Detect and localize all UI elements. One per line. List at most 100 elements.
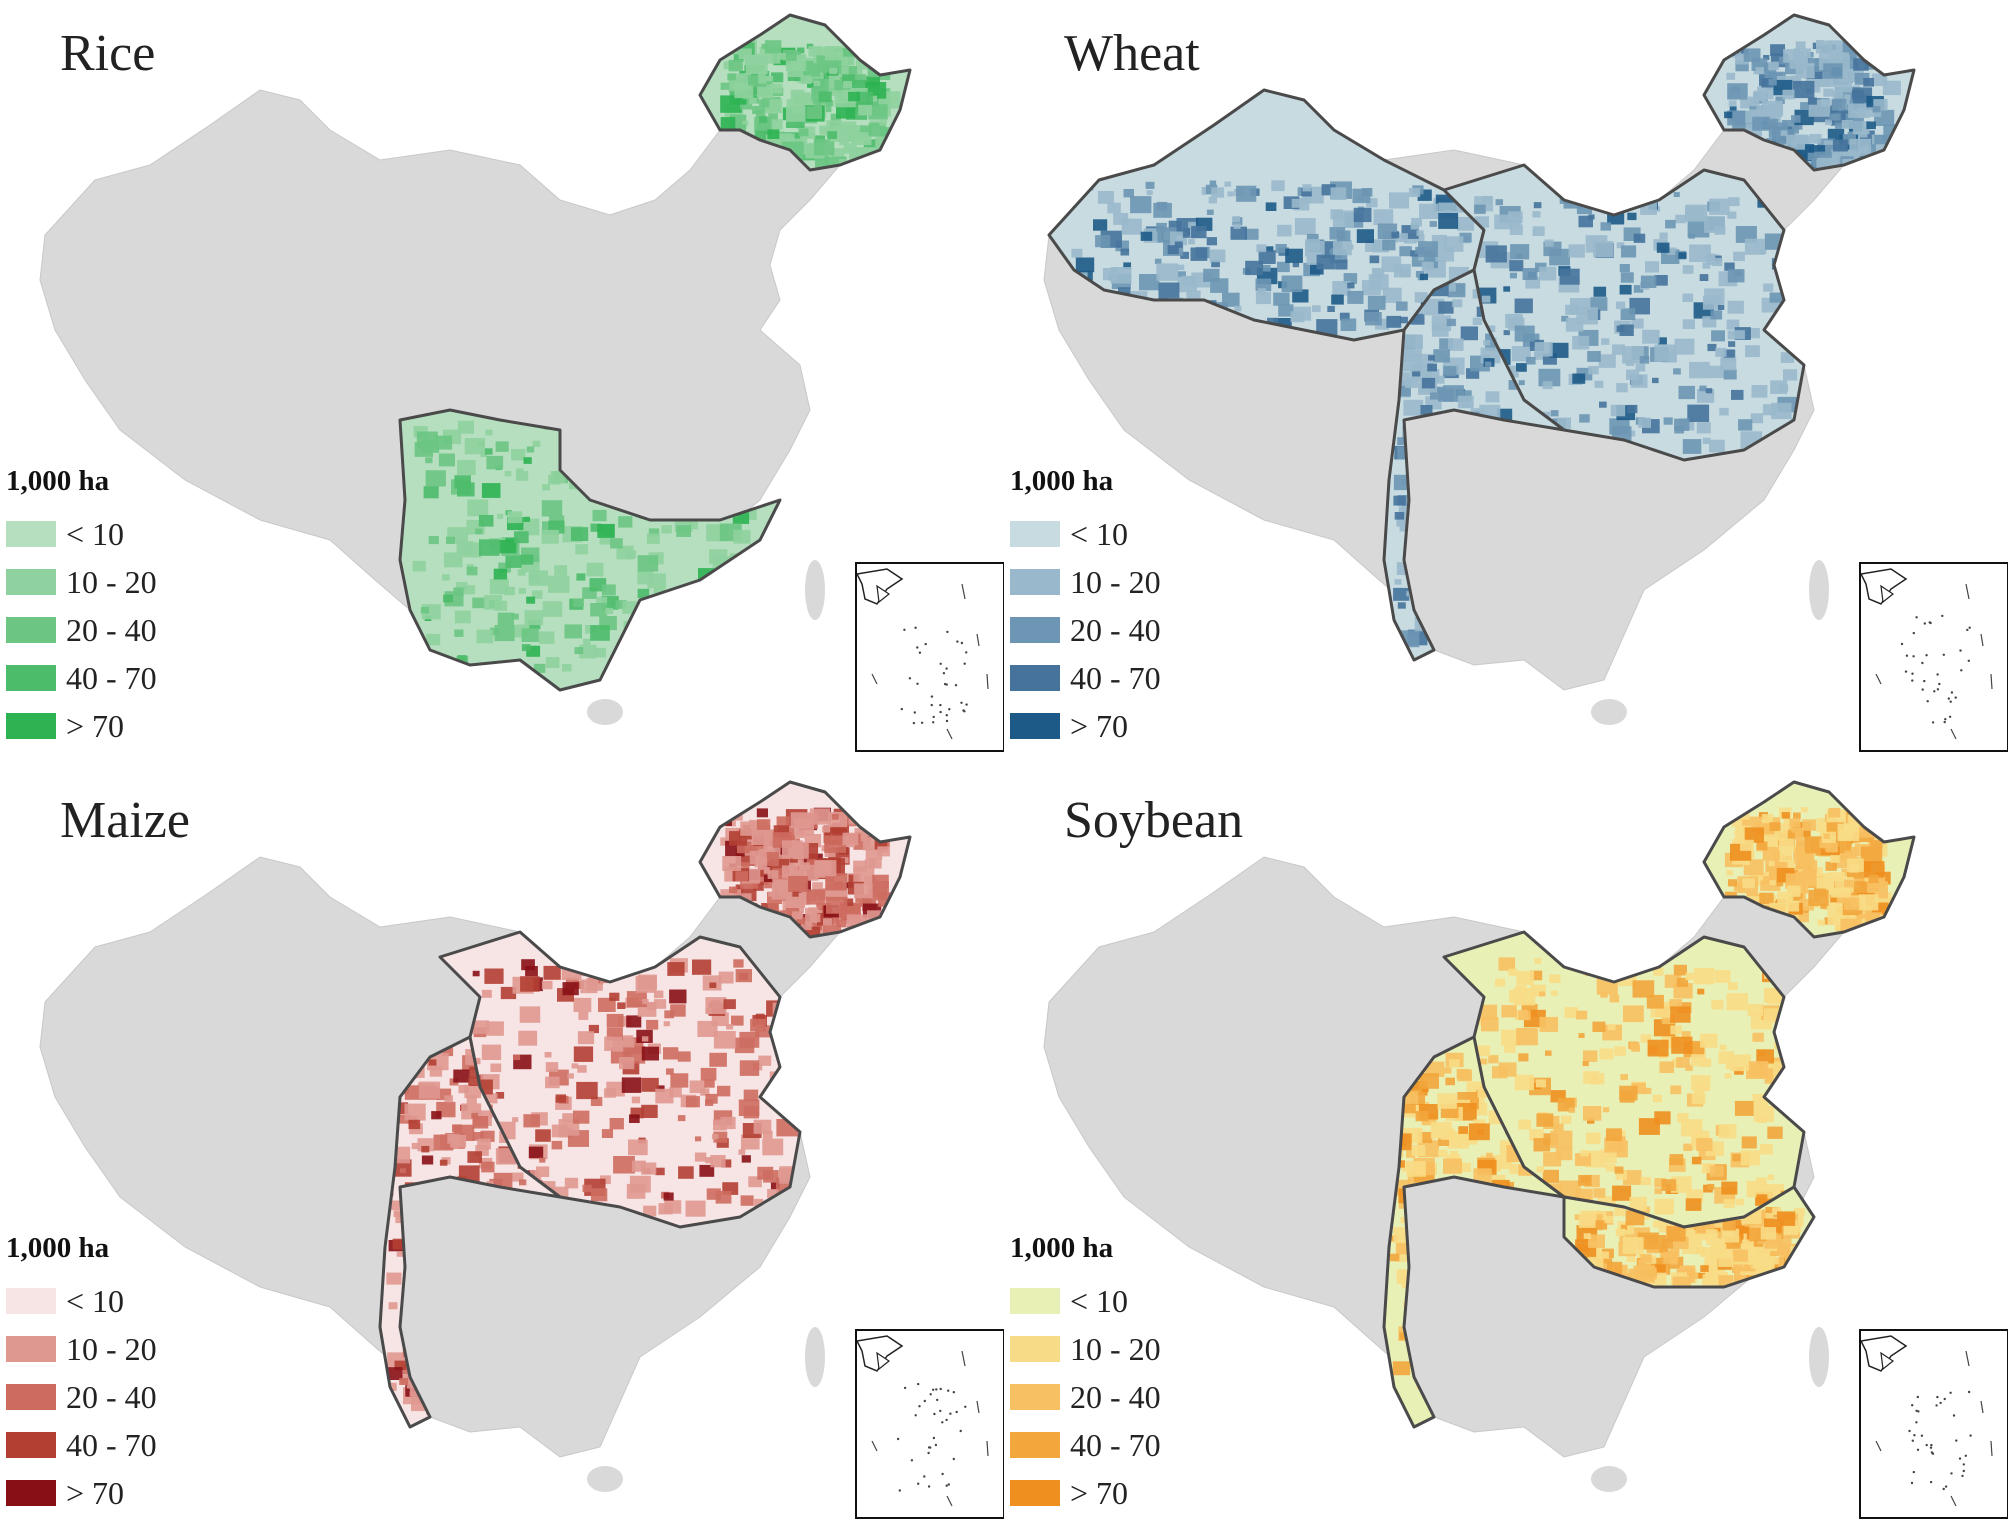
legend-label: 10 - 20 — [66, 1330, 157, 1367]
legend-item: < 10 — [6, 510, 157, 558]
rice-map-panel: Rice 1,000 ha < 10 10 - 20 20 - 40 40 - 70 > 7… — [0, 0, 1004, 767]
legend-label: 20 - 40 — [66, 1378, 157, 1415]
legend-swatch — [1010, 713, 1060, 739]
legend-label: < 10 — [66, 1282, 125, 1319]
legend-swatch — [1010, 521, 1060, 547]
wheat-map-panel: Wheat 1,000 ha < 10 10 - 20 20 - 40 40 - 70 > … — [1004, 0, 2008, 767]
legend-item: 10 - 20 — [6, 558, 157, 606]
region-boundary-northeast — [1702, 13, 1916, 172]
legend-item: 20 - 40 — [1010, 1373, 1161, 1421]
legend-item: > 70 — [1010, 702, 1161, 750]
legend-label: 40 - 70 — [1070, 659, 1161, 696]
legend-swatch — [6, 569, 56, 595]
legend-swatch — [1010, 1432, 1060, 1458]
legend-item: 40 - 70 — [6, 1421, 157, 1469]
legend-label: < 10 — [1070, 1282, 1129, 1319]
legend-swatch — [6, 665, 56, 691]
south-china-sea-inset — [855, 1329, 1004, 1519]
soybean-map — [1043, 780, 1916, 1492]
legend-swatch — [1010, 1336, 1060, 1362]
region-boundary-south — [398, 408, 782, 692]
legend-item: < 10 — [1010, 1277, 1161, 1325]
inset-map — [855, 1335, 989, 1507]
hainan-island — [1591, 699, 1627, 725]
taiwan-island — [1809, 560, 1829, 620]
legend-item: 20 - 40 — [6, 606, 157, 654]
hainan-island — [587, 699, 623, 725]
legend-item: < 10 — [1010, 510, 1161, 558]
maize-map — [39, 780, 912, 1492]
legend-label: 10 - 20 — [1070, 563, 1161, 600]
legend-swatch — [6, 1288, 56, 1314]
region-boundary-northeast — [1702, 780, 1916, 939]
legend-label: 40 - 70 — [66, 1426, 157, 1463]
inset-map — [855, 568, 989, 740]
crop-area-northeast — [700, 782, 910, 937]
taiwan-island — [805, 1327, 825, 1387]
legend: 1,000 ha < 10 10 - 20 20 - 40 40 - 70 > 70 — [6, 465, 157, 750]
legend: 1,000 ha < 10 10 - 20 20 - 40 40 - 70 > 70 — [6, 1232, 157, 1517]
inset-map — [1859, 1335, 1993, 1507]
legend-swatch — [6, 713, 56, 739]
crop-area-northeast — [1704, 15, 1914, 170]
legend-title: 1,000 ha — [6, 1232, 110, 1264]
legend-label: > 70 — [1070, 1474, 1129, 1511]
panel-title: Rice — [60, 25, 156, 82]
panel-title: Maize — [60, 792, 190, 849]
legend-item: > 70 — [6, 1469, 157, 1517]
legend-item: 20 - 40 — [1010, 606, 1161, 654]
legend-label: 40 - 70 — [66, 659, 157, 696]
legend-item: 40 - 70 — [6, 654, 157, 702]
legend-item: 40 - 70 — [1010, 1421, 1161, 1469]
legend-label: 20 - 40 — [1070, 1378, 1161, 1415]
crop-area-north — [1444, 932, 1804, 1227]
wheat-map — [1043, 13, 1916, 725]
soybean-map-panel: Soybean 1,000 ha < 10 10 - 20 20 - 40 40 - 70… — [1004, 767, 2008, 1534]
region-boundary-southwest — [1382, 1035, 1566, 1429]
legend-swatch — [1010, 569, 1060, 595]
legend-item: > 70 — [1010, 1469, 1161, 1517]
rice-map — [39, 13, 912, 725]
region-boundary-northeast — [698, 13, 912, 172]
legend-title: 1,000 ha — [1010, 465, 1114, 497]
legend-item: > 70 — [6, 702, 157, 750]
legend-label: 40 - 70 — [1070, 1426, 1161, 1463]
legend-label: > 70 — [66, 707, 125, 744]
legend-swatch — [6, 1480, 56, 1506]
legend-swatch — [6, 521, 56, 547]
south-china-sea-inset — [1859, 562, 2008, 752]
legend-swatch — [1010, 1288, 1060, 1314]
taiwan-island — [805, 560, 825, 620]
legend-item: 40 - 70 — [1010, 654, 1161, 702]
legend-title: 1,000 ha — [6, 465, 110, 497]
legend-label: 10 - 20 — [66, 563, 157, 600]
legend-item: 10 - 20 — [6, 1325, 157, 1373]
hainan-island — [1591, 1466, 1627, 1492]
legend-label: < 10 — [1070, 515, 1129, 552]
legend-title: 1,000 ha — [1010, 1232, 1114, 1264]
legend-swatch — [1010, 665, 1060, 691]
legend-swatch — [6, 1432, 56, 1458]
legend-swatch — [1010, 1384, 1060, 1410]
south-china-sea-inset — [1859, 1329, 2008, 1519]
legend-label: 20 - 40 — [66, 611, 157, 648]
region-boundary-southwest — [378, 1035, 562, 1429]
crop-area-south — [400, 410, 780, 690]
hainan-island — [587, 1466, 623, 1492]
region-boundary-northeast — [698, 780, 912, 939]
legend-label: 10 - 20 — [1070, 1330, 1161, 1367]
legend-swatch — [6, 617, 56, 643]
region-boundary-southwest — [1382, 268, 1566, 662]
panel-title: Wheat — [1064, 25, 1200, 82]
legend-item: 10 - 20 — [1010, 1325, 1161, 1373]
legend-item: 10 - 20 — [1010, 558, 1161, 606]
legend-swatch — [6, 1384, 56, 1410]
taiwan-island — [1809, 1327, 1829, 1387]
legend-item: 20 - 40 — [6, 1373, 157, 1421]
legend-label: > 70 — [1070, 707, 1129, 744]
legend-label: < 10 — [66, 515, 125, 552]
legend-item: < 10 — [6, 1277, 157, 1325]
legend: 1,000 ha < 10 10 - 20 20 - 40 40 - 70 > 70 — [1010, 465, 1161, 750]
south-china-sea-inset — [855, 562, 1004, 752]
crop-area-northeast — [700, 15, 910, 170]
